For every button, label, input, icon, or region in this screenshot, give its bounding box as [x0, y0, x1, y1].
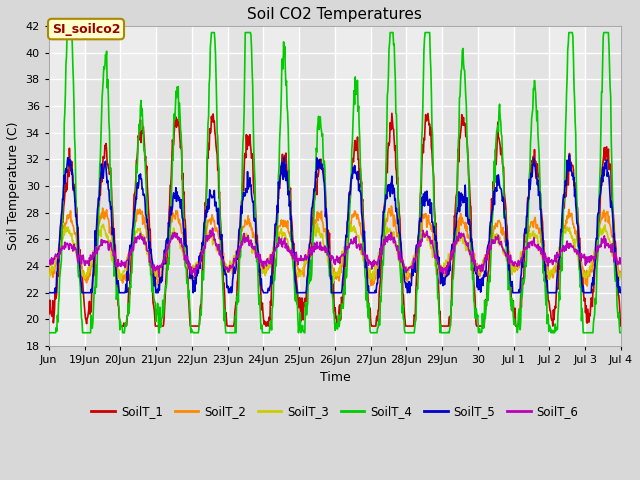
Legend: SoilT_1, SoilT_2, SoilT_3, SoilT_4, SoilT_5, SoilT_6: SoilT_1, SoilT_2, SoilT_3, SoilT_4, Soil…	[86, 400, 583, 422]
Bar	[585, 26, 621, 346]
Title: Soil CO2 Temperatures: Soil CO2 Temperatures	[248, 7, 422, 22]
Bar	[514, 26, 550, 346]
Bar	[335, 26, 371, 346]
Bar	[550, 26, 585, 346]
Bar	[406, 26, 442, 346]
Bar	[49, 26, 84, 346]
Bar	[156, 26, 192, 346]
Text: SI_soilco2: SI_soilco2	[52, 23, 120, 36]
Bar	[478, 26, 514, 346]
Bar	[442, 26, 478, 346]
Bar	[228, 26, 263, 346]
Bar	[371, 26, 406, 346]
X-axis label: Time: Time	[319, 371, 350, 384]
Bar	[299, 26, 335, 346]
Bar	[192, 26, 228, 346]
Y-axis label: Soil Temperature (C): Soil Temperature (C)	[7, 122, 20, 250]
Bar	[84, 26, 120, 346]
Bar	[120, 26, 156, 346]
Bar	[263, 26, 299, 346]
